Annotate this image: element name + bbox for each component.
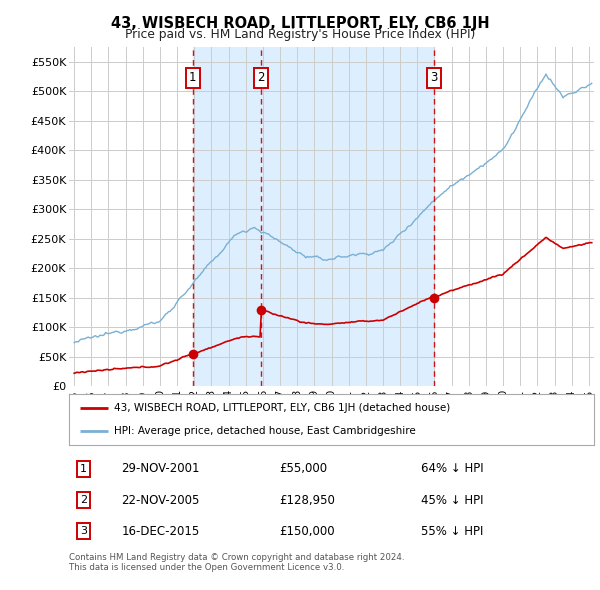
Text: 22-NOV-2005: 22-NOV-2005 (121, 493, 200, 507)
Text: 43, WISBECH ROAD, LITTLEPORT, ELY, CB6 1JH (detached house): 43, WISBECH ROAD, LITTLEPORT, ELY, CB6 1… (113, 402, 450, 412)
Text: £150,000: £150,000 (279, 525, 335, 537)
Bar (261, 47, 434, 386)
Text: Price paid vs. HM Land Registry's House Price Index (HPI): Price paid vs. HM Land Registry's House … (125, 28, 475, 41)
Text: 2: 2 (257, 71, 265, 84)
Text: 16-DEC-2015: 16-DEC-2015 (121, 525, 200, 537)
Text: 1: 1 (189, 71, 196, 84)
Text: This data is licensed under the Open Government Licence v3.0.: This data is licensed under the Open Gov… (69, 563, 344, 572)
Bar (193, 47, 261, 386)
Text: 43, WISBECH ROAD, LITTLEPORT, ELY, CB6 1JH: 43, WISBECH ROAD, LITTLEPORT, ELY, CB6 1… (110, 16, 490, 31)
Text: 1: 1 (80, 464, 87, 474)
Text: 55% ↓ HPI: 55% ↓ HPI (421, 525, 483, 537)
Text: 29-NOV-2001: 29-NOV-2001 (121, 463, 200, 476)
Text: £128,950: £128,950 (279, 493, 335, 507)
Text: HPI: Average price, detached house, East Cambridgeshire: HPI: Average price, detached house, East… (113, 427, 415, 437)
Text: 3: 3 (430, 71, 437, 84)
Text: 64% ↓ HPI: 64% ↓ HPI (421, 463, 484, 476)
Text: Contains HM Land Registry data © Crown copyright and database right 2024.: Contains HM Land Registry data © Crown c… (69, 553, 404, 562)
Text: 3: 3 (80, 526, 87, 536)
Text: £55,000: £55,000 (279, 463, 327, 476)
Text: 45% ↓ HPI: 45% ↓ HPI (421, 493, 483, 507)
Text: 2: 2 (80, 495, 87, 505)
